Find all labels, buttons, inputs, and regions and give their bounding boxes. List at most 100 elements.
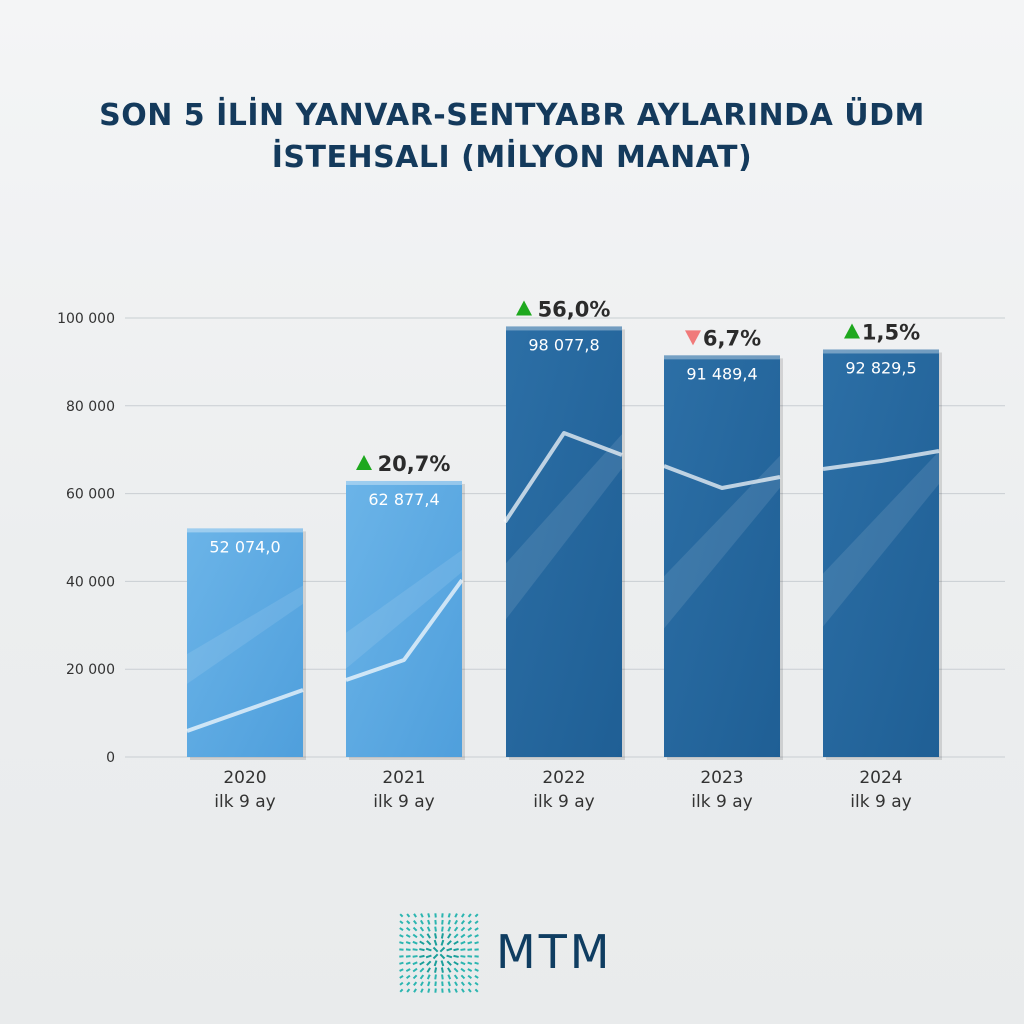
logo-dash [460,926,466,932]
logo-dash [440,960,445,967]
bar [506,326,622,757]
logo-dash [441,974,444,980]
logo-dash [474,968,479,972]
logo-dash [432,953,439,960]
logo-dash [454,981,459,987]
logo-dash [474,920,479,925]
chart-title-line-2: İSTEHSALI (MİLYON MANAT) [271,140,753,175]
logo-dash [440,933,444,939]
logo-dash [474,988,479,993]
logo-dash [419,919,424,925]
logo-dash [439,953,446,960]
logo-dash [419,974,425,980]
logo-dash [460,961,466,966]
logo-dash [434,967,438,973]
logo-dash [440,939,445,946]
logo-dash [432,946,439,953]
logo-dash [420,988,424,993]
logo-dash [447,981,451,987]
trend-line [186,688,304,733]
change-label: 20,7% [378,452,451,476]
logo-dash [447,919,451,925]
x-tick-sublabel: ilk 9 ay [691,792,752,812]
logo-dash [426,940,432,946]
x-tick-label: 2021 [382,768,425,788]
logo-dash [453,954,459,958]
logo-dash [447,913,451,918]
logo-dash [467,948,473,951]
x-tick-label: 2023 [700,768,743,788]
bar-gloss [187,585,303,684]
logo-dash [412,967,418,973]
up-arrow-icon [356,454,372,470]
logo-dash [474,941,479,945]
bar-gloss [506,434,622,620]
logo-dash [399,934,404,938]
logo-dash [467,961,473,965]
logo-dash [441,926,444,932]
up-arrow-icon [516,300,532,316]
logo-dash [453,961,459,966]
logo-dash [425,947,432,952]
logo-dash [399,961,404,965]
logo-dash [460,919,465,925]
logo-dash [447,933,452,939]
trend-line [345,578,464,682]
logo-dash [405,961,411,965]
logo-dash [434,919,437,925]
logo-dash [454,919,459,925]
logo-dash [460,940,466,945]
logo-dash [427,988,431,993]
bar-top-edge [506,326,622,331]
logo-dash [439,946,446,953]
logo-dash [399,920,404,925]
logo-dash [467,920,472,925]
bar [187,528,303,757]
bar-top-edge [664,355,780,360]
logo-dash [460,974,466,980]
logo-dash [413,919,418,925]
brand-name: MTM [496,925,613,979]
logo-dash [399,975,404,979]
logo-dash [447,988,451,993]
logo-dash [467,933,473,938]
logo-dash [413,988,417,993]
up-arrow-icon [844,323,860,339]
logo-dash [399,913,404,918]
data-label: 98 077,8 [528,335,599,354]
trend-line [822,449,940,471]
logo-dash [412,961,418,966]
logo-dash [441,919,444,925]
bar-group [664,355,783,760]
bar-group [346,480,465,760]
logo-dash [467,941,473,945]
logo-dash [474,975,479,979]
logo-dash [446,954,453,959]
logo-dash [453,948,459,952]
logo-dash [405,968,411,973]
y-tick-label: 20 000 [66,662,115,678]
logo-dash [426,974,431,980]
logo-dash [399,927,404,931]
logo-dash [427,913,431,918]
x-tick-sublabel: ilk 9 ay [214,792,275,812]
logo-dash [446,940,452,946]
logo-dash [406,913,411,918]
logo-dash [447,926,452,932]
logo-dash [406,920,411,925]
bar [823,349,939,757]
logo-dash [434,974,437,980]
down-arrow-icon [685,330,701,346]
y-tick-label: 0 [106,750,115,766]
logo-dash [412,933,418,939]
logo-dash [447,967,452,973]
x-tick-sublabel: ilk 9 ay [373,792,434,812]
logo-dash [467,988,472,993]
logo-dash [412,974,418,980]
logo-dash [460,967,466,973]
logo-dash [405,974,411,979]
logo-dash [474,913,479,918]
logo-dash [399,968,404,972]
logo-dash [406,988,411,993]
